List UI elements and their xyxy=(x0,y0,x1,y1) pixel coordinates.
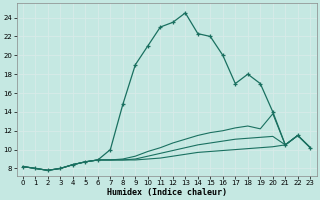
X-axis label: Humidex (Indice chaleur): Humidex (Indice chaleur) xyxy=(107,188,227,197)
